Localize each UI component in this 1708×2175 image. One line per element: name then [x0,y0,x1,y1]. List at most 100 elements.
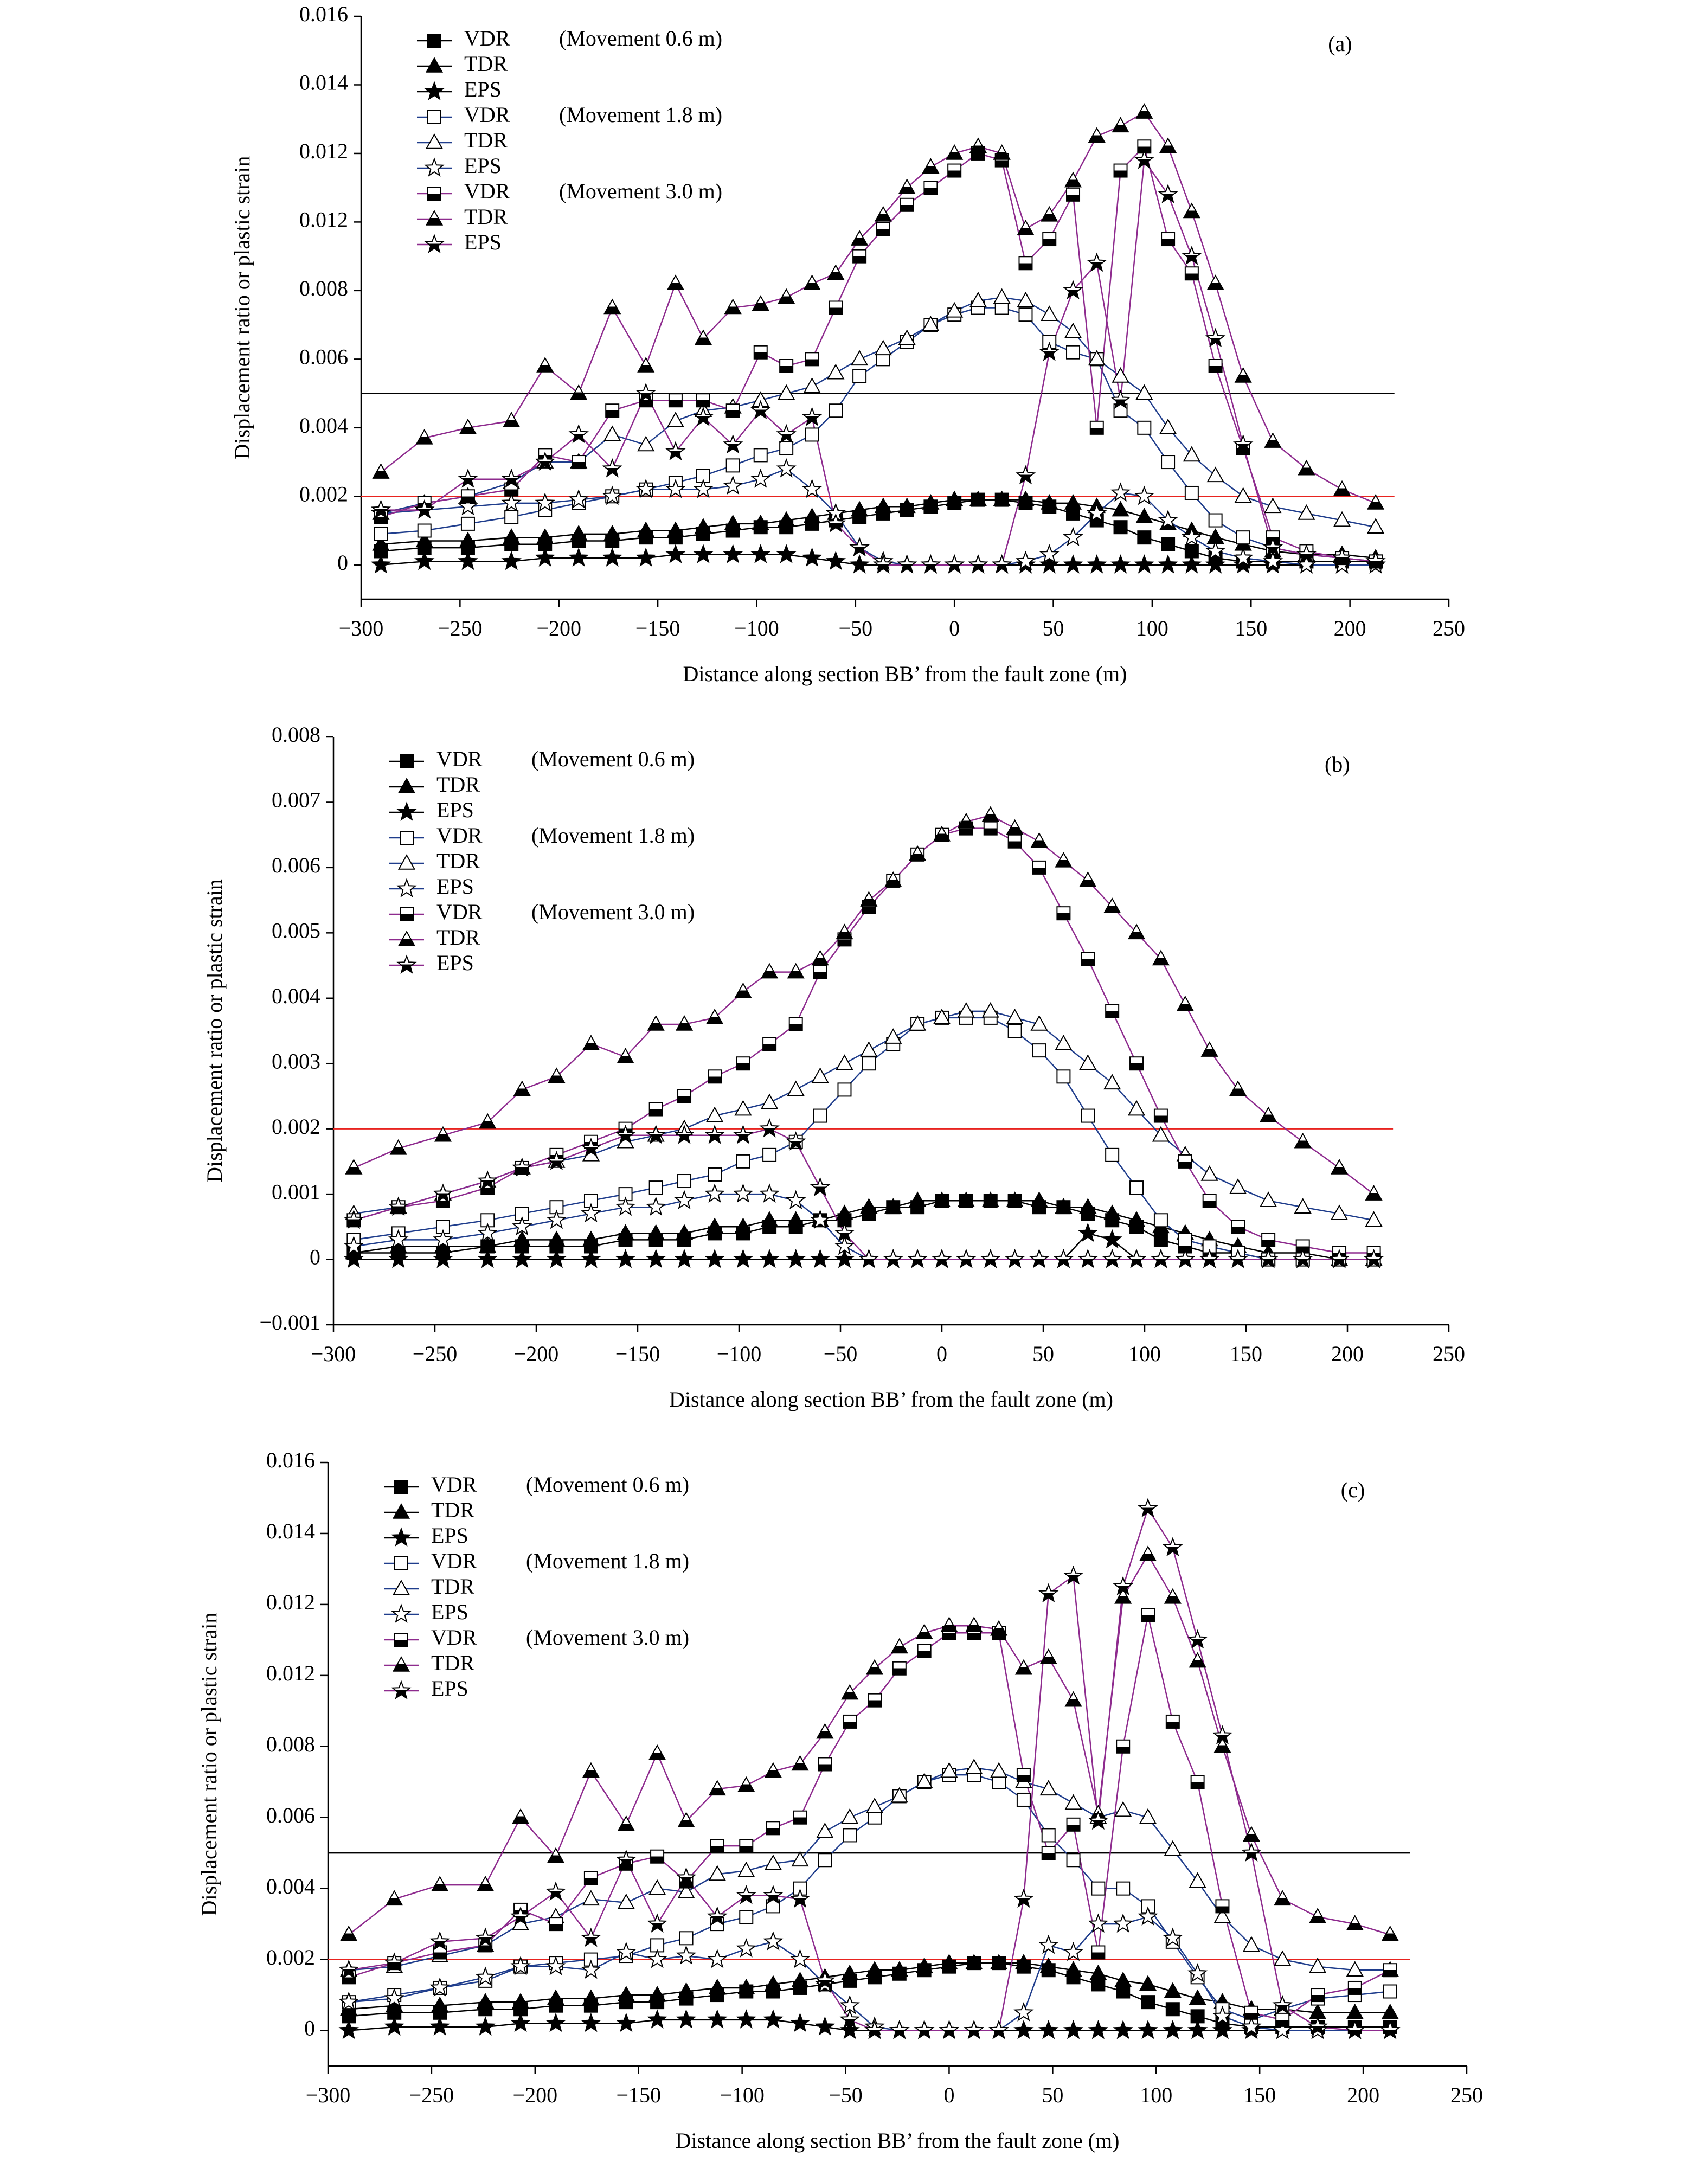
marker-star [1187,1629,1208,1649]
marker-star [810,1209,831,1229]
marker-triangle [860,891,878,907]
marker-square [549,1917,563,1932]
x-tick-label: −200 [536,616,581,640]
marker-star [384,1952,404,1972]
marker-square [1178,1233,1192,1247]
marker-triangle [1260,1106,1277,1122]
y-tick-label: 0.003 [272,1049,320,1073]
marker-triangle [1234,487,1252,503]
x-tick-label: 50 [1042,2083,1063,2107]
marker-triangle [1365,1211,1383,1227]
marker-square [837,1082,852,1097]
marker-triangle [1365,1185,1383,1201]
marker-star [501,492,522,512]
marker-star [1063,1941,1084,1961]
marker-star [647,1948,667,1968]
marker-star [864,2019,885,2039]
marker-square [583,1871,598,1885]
marker-triangle [957,812,975,829]
marker-star [545,2012,566,2032]
y-tick-label: 0.012 [299,139,348,163]
marker-star [646,1248,666,1268]
marker-triangle [990,1954,1008,1969]
marker-triangle [1127,1211,1146,1227]
legend-group-label: (Movement 0.6 m) [531,747,695,771]
marker-triangle [389,1139,407,1155]
marker-square [1347,1980,1362,1995]
marker-star [568,489,589,509]
marker-star [477,1248,498,1268]
marker-triangle [1213,1908,1231,1923]
marker-triangle [1159,137,1177,153]
marker-star [1063,1565,1084,1585]
marker-square [805,352,819,367]
y-axis-label: Displacement ratio or plastic strain [230,156,254,460]
marker-square [725,403,740,418]
marker-star [873,554,894,574]
y-tick-label: 0 [337,550,348,575]
marker-star [1158,184,1178,203]
marker-square [947,163,962,178]
marker-star [510,2012,531,2032]
marker-star [1038,1934,1059,1954]
marker-square [1208,513,1223,528]
marker-star [1307,2016,1328,2036]
marker-star [1292,1248,1313,1268]
marker-star [801,478,823,498]
marker-square [708,1069,722,1084]
marker-square [1066,1853,1081,1868]
marker-square [876,222,890,236]
marker-star [785,1190,806,1210]
marker-triangle [1039,1648,1057,1664]
marker-triangle [582,1989,600,2005]
marker-square [460,516,475,531]
marker-star [1163,1537,1183,1557]
marker-star [581,1138,601,1157]
y-tick-label: 0.008 [299,276,348,300]
x-tick-label: 0 [936,1342,947,1366]
marker-triangle [1381,2003,1399,2019]
marker-square [1184,266,1199,281]
x-tick-label: −300 [339,616,384,640]
marker-star [1272,2019,1293,2039]
marker-star [676,1867,697,1887]
marker-square [1066,1817,1081,1832]
marker-triangle [803,377,821,393]
marker-triangle [397,854,416,870]
marker-triangle [637,521,655,537]
marker-star [988,2019,1009,2039]
legend-label: VDR [464,179,510,203]
x-tick-label: −100 [720,2083,765,2107]
marker-star [1015,465,1036,485]
marker-triangle [415,428,433,445]
marker-triangle [1152,1126,1170,1142]
marker-square [1007,1024,1022,1038]
marker-triangle [965,1954,983,1969]
marker-triangle [1298,504,1315,520]
marker-square [917,1643,932,1658]
marker-star [477,1222,498,1242]
marker-triangle [372,463,390,479]
x-tick-label: −50 [829,2083,863,2107]
marker-square [668,393,683,408]
marker-triangle [1055,851,1073,868]
marker-star [991,554,1012,574]
marker-star [1365,550,1386,570]
x-tick-label: −100 [734,616,779,640]
marker-square [862,1056,876,1071]
marker-star [1077,1222,1099,1242]
marker-star [391,1603,412,1623]
marker-star [647,1913,667,1933]
marker-star [396,801,417,821]
marker-star [1163,2019,1183,2039]
x-tick-label: 100 [1128,1342,1161,1366]
marker-triangle [1298,459,1315,476]
marker-star [602,458,622,478]
x-tick-label: 150 [1230,1342,1262,1366]
marker-triangle [957,1002,975,1018]
marker-square [708,1167,722,1182]
marker-triangle [1030,1191,1048,1207]
marker-triangle [1064,1794,1082,1810]
marker-triangle [993,288,1011,304]
